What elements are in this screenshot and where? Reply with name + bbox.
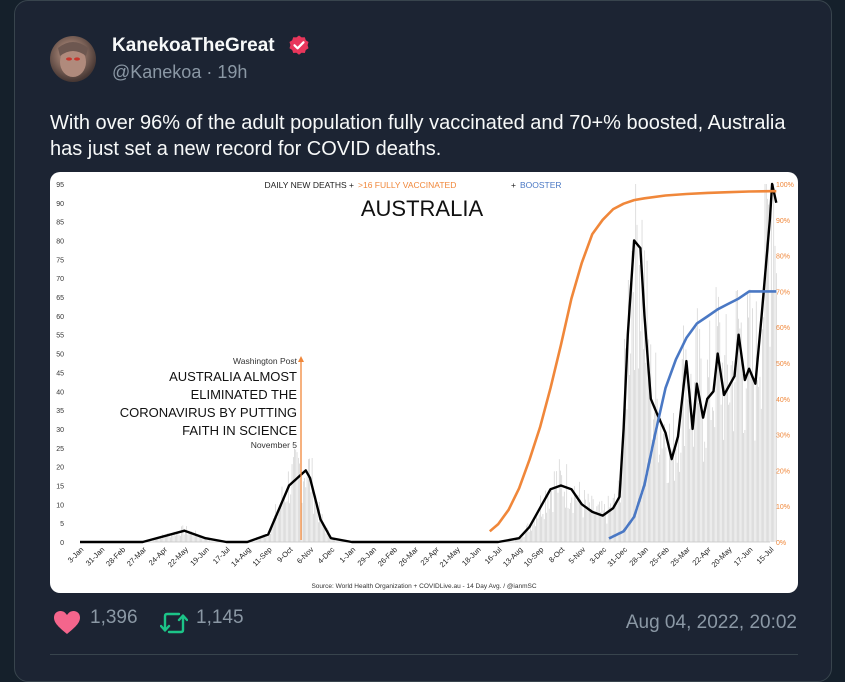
annotation-headline-line-3: CORONAVIRUS BY PUTTING: [120, 405, 297, 420]
x-tick-label: 1-Jan: [338, 545, 358, 565]
vaccinated-line: [488, 189, 777, 533]
y-right-tick-label: 30%: [776, 433, 790, 440]
avatar-image: [58, 42, 88, 77]
tweet-text: With over 96% of the adult population fu…: [50, 112, 786, 160]
booster-line: [608, 290, 777, 540]
x-tick-label: 4-Dec: [316, 545, 337, 566]
x-tick-label: 26-Mar: [397, 545, 421, 569]
x-tick-label: 3-Jan: [66, 545, 86, 565]
x-tick-label: 31-Jan: [84, 545, 107, 568]
x-tick-label: 22-May: [166, 545, 190, 569]
author-name[interactable]: KanekoaTheGreat: [112, 35, 275, 56]
x-tick-label: 20-May: [710, 545, 734, 569]
like-count[interactable]: 1,396: [90, 607, 138, 628]
x-tick-label: 18-Jun: [460, 545, 483, 568]
x-tick-label: 13-Aug: [501, 545, 524, 568]
x-tick-label: 5-Nov: [567, 545, 588, 566]
chart-title-prefix: DAILY NEW DEATHS +: [264, 180, 354, 190]
annotation-date: November 5: [251, 440, 298, 450]
handle-and-time[interactable]: @Kanekoa · 19h: [112, 62, 248, 82]
x-tick-label: 11-Sep: [251, 545, 274, 568]
y-left-tick-label: 5: [60, 521, 64, 528]
retweet-icon[interactable]: [160, 610, 188, 636]
y-left-tick-label: 60: [56, 314, 64, 321]
y-left-tick-label: 85: [56, 220, 64, 227]
y-right-tick-label: 100%: [776, 182, 794, 189]
y-left-tick-label: 80: [56, 239, 64, 246]
y-left-tick-label: 65: [56, 295, 64, 302]
annotation-marker-arrow: [298, 356, 304, 362]
chart-title-plus: +: [511, 180, 516, 190]
y-left-tick-label: 90: [56, 201, 64, 208]
y-left-tick-label: 95: [56, 182, 64, 189]
y-right-tick-label: 40%: [776, 397, 790, 404]
x-axis: 3-Jan31-Jan28-Feb27-Mar24-Apr22-May19-Ju…: [66, 544, 776, 569]
annotation-headline-line-2: ELIMINATED THE: [191, 387, 298, 402]
tweet-timestamp[interactable]: Aug 04, 2022, 20:02: [625, 612, 797, 633]
y-left-tick-label: 50: [56, 352, 64, 359]
x-tick-label: 9-Oct: [275, 544, 295, 564]
verified-badge-icon: [289, 35, 309, 55]
y-left-tick-label: 10: [56, 502, 64, 509]
x-tick-label: 21-May: [438, 545, 462, 569]
y-right-tick-label: 80%: [776, 254, 790, 261]
x-tick-label: 29-Jan: [356, 545, 379, 568]
y-right-tick-label: 60%: [776, 325, 790, 332]
x-tick-label: 25-Feb: [648, 545, 671, 568]
x-tick-label: 17-Jun: [732, 545, 755, 568]
y-left-tick-label: 35: [56, 408, 64, 415]
annotation-headline-line-4: FAITH IN SCIENCE: [182, 423, 297, 438]
x-tick-label: 15-Jul: [755, 545, 776, 566]
y-left-tick-label: 25: [56, 446, 64, 453]
chart-title: AUSTRALIA: [361, 196, 484, 221]
x-tick-label: 10-Sep: [522, 545, 545, 568]
chart-title-vaccinated: >16 FULLY VACCINATED: [358, 180, 456, 190]
deaths-line: [80, 182, 778, 544]
y-right-tick-label: 20%: [776, 468, 790, 475]
y-right-tick-label: 0%: [776, 540, 786, 547]
y-axis-right: 100% 90% 80% 70% 60% 50% 40% 30% 20% 10% 0%: [776, 182, 794, 547]
y-left-tick-label: 70: [56, 276, 64, 283]
footer-divider: [50, 654, 798, 655]
retweet-count[interactable]: 1,145: [196, 607, 244, 628]
y-right-tick-label: 90%: [776, 218, 790, 225]
x-tick-label: 27-Mar: [125, 545, 149, 569]
x-tick-label: 28-Feb: [104, 545, 127, 568]
avatar[interactable]: [50, 36, 96, 82]
y-left-tick-label: 20: [56, 465, 64, 472]
annotation-source: Washington Post: [233, 356, 298, 366]
y-left-tick-label: 55: [56, 333, 64, 340]
x-tick-label: 28-Jan: [627, 545, 650, 568]
heart-icon[interactable]: [53, 610, 81, 636]
annotation-headline-line-1: AUSTRALIA ALMOST: [169, 369, 297, 384]
x-tick-label: 8-Oct: [547, 544, 567, 564]
x-tick-label: 14-Aug: [229, 545, 252, 568]
x-tick-label: 31-Dec: [606, 545, 630, 569]
chart-source-note: Source: World Health Organization + COVI…: [311, 583, 536, 590]
y-left-tick-label: 45: [56, 370, 64, 377]
y-right-tick-label: 70%: [776, 289, 790, 296]
y-left-tick-label: 15: [56, 483, 64, 490]
chart-title-booster: BOOSTER: [520, 180, 562, 190]
y-left-tick-label: 75: [56, 257, 64, 264]
x-tick-label: 6-Nov: [295, 545, 316, 566]
x-tick-label: 25-Mar: [669, 545, 693, 569]
y-right-tick-label: 50%: [776, 361, 790, 368]
x-tick-label: 26-Feb: [376, 545, 399, 568]
chart-image[interactable]: 95 90 85 80 75 70 65 60 55 50 45 40 35 30 25 20 15 10 5 0 1…: [50, 172, 798, 593]
y-right-tick-label: 10%: [776, 504, 790, 511]
y-left-tick-label: 30: [56, 427, 64, 434]
y-left-tick-label: 40: [56, 389, 64, 396]
x-tick-label: 19-Jun: [188, 545, 211, 568]
y-left-tick-label: 0: [60, 540, 64, 547]
